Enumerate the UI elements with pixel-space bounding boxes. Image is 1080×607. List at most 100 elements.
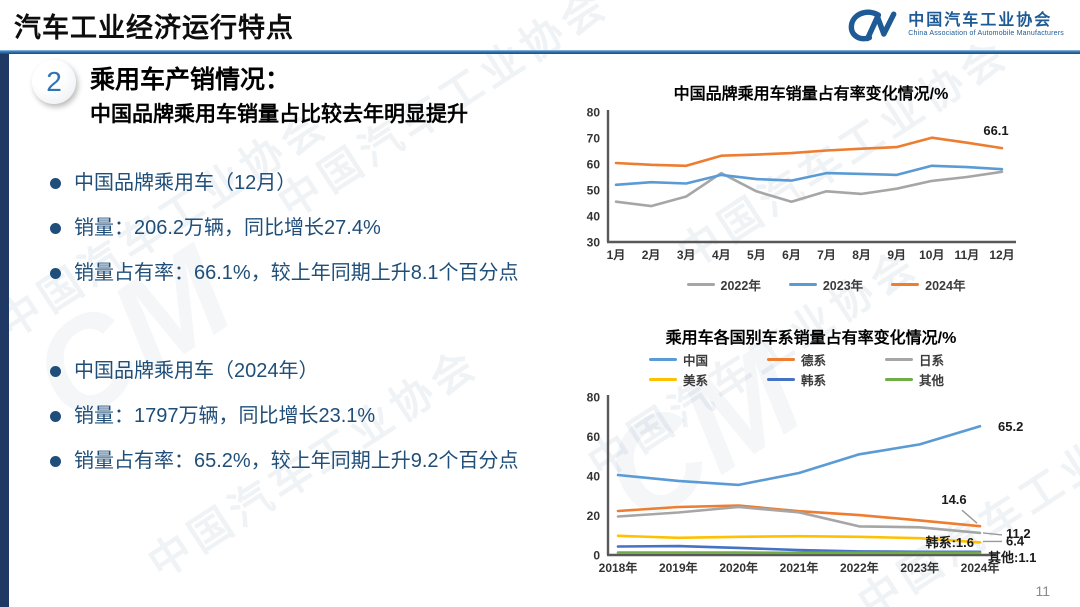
bullet-text: 销量：206.2万辆，同比增长27.4% bbox=[74, 217, 381, 239]
svg-text:1月: 1月 bbox=[607, 248, 626, 262]
bullet-group-year2024: 中国品牌乘用车（2024年） 销量：1797万辆，同比增长23.1% 销量占有率… bbox=[50, 356, 558, 491]
svg-text:6.4: 6.4 bbox=[1006, 533, 1025, 548]
bullet-group-december: 中国品牌乘用车（12月） 销量：206.2万辆，同比增长27.4% 销量占有率：… bbox=[50, 168, 558, 303]
svg-text:2023年: 2023年 bbox=[900, 560, 939, 575]
svg-text:60: 60 bbox=[587, 158, 601, 172]
legend-swatch-icon bbox=[885, 357, 913, 362]
svg-text:66.1: 66.1 bbox=[983, 123, 1008, 138]
legend-label: 2024年 bbox=[925, 279, 966, 293]
bullet-text: 中国品牌乘用车（12月） bbox=[74, 172, 297, 194]
legend-label: 德系 bbox=[801, 354, 827, 368]
svg-text:12月: 12月 bbox=[989, 248, 1014, 262]
bullet-text: 中国品牌乘用车（2024年） bbox=[74, 360, 319, 382]
bullet-dot-icon bbox=[50, 366, 61, 377]
legend-swatch-icon bbox=[649, 377, 677, 382]
svg-text:8月: 8月 bbox=[852, 248, 871, 262]
svg-text:韩系:1.6: 韩系:1.6 bbox=[926, 535, 974, 550]
svg-text:5月: 5月 bbox=[747, 248, 766, 262]
legend-swatch-icon bbox=[885, 377, 913, 382]
legend-item: 日系 bbox=[885, 350, 1003, 369]
bullet-dot-icon bbox=[50, 456, 61, 467]
svg-text:30: 30 bbox=[587, 236, 601, 250]
bullet-dot-icon bbox=[50, 223, 61, 234]
chart-title: 中国品牌乘用车销量占有率变化情况/% bbox=[673, 86, 949, 103]
svg-text:65.2: 65.2 bbox=[998, 419, 1023, 434]
cm-logo-icon bbox=[848, 9, 897, 42]
left-accent-bar bbox=[0, 54, 9, 607]
svg-text:40: 40 bbox=[587, 210, 601, 224]
list-item: 中国品牌乘用车（12月） bbox=[50, 168, 558, 198]
legend-label: 2022年 bbox=[720, 279, 761, 293]
svg-text:2022年: 2022年 bbox=[840, 560, 879, 575]
legend-item: 2022年 bbox=[686, 275, 761, 294]
legend-item: 中国 bbox=[649, 350, 767, 369]
legend-label: 日系 bbox=[919, 354, 945, 368]
bullet-dot-icon bbox=[50, 411, 61, 422]
svg-text:20: 20 bbox=[587, 509, 601, 523]
legend-swatch-icon bbox=[891, 282, 920, 287]
logo-name-cn: 中国汽车工业协会 bbox=[908, 12, 1053, 30]
chart-monthly-share: 中国品牌乘用车销量占有率变化情况/% 80 70 60 50 40 30 1月 2月 3月 4月 5… bbox=[578, 80, 1074, 294]
legend-swatch-icon bbox=[767, 357, 795, 362]
line-chart-svg: 80 70 60 50 40 30 1月 2月 3月 4月 5月 6月 7月 8月 9月 10月 11月 12月 6… bbox=[587, 106, 1016, 262]
section-number-badge: 2 bbox=[32, 60, 76, 104]
svg-text:80: 80 bbox=[587, 391, 601, 405]
legend-item: 美系 bbox=[649, 370, 767, 389]
legend-swatch-icon bbox=[788, 282, 817, 287]
svg-text:6月: 6月 bbox=[782, 248, 801, 262]
legend-item: 2023年 bbox=[788, 275, 864, 294]
legend-label: 其他 bbox=[919, 374, 945, 388]
bullet-text: 销量：1797万辆，同比增长23.1% bbox=[74, 405, 376, 427]
svg-text:3月: 3月 bbox=[677, 248, 696, 262]
legend-item: 韩系 bbox=[767, 370, 885, 389]
svg-text:9月: 9月 bbox=[887, 248, 906, 262]
logo-name-en: China Association of Automobile Manufact… bbox=[908, 29, 1064, 37]
legend-label: 2023年 bbox=[822, 279, 864, 293]
svg-text:2020年: 2020年 bbox=[719, 560, 758, 575]
svg-text:2018年: 2018年 bbox=[599, 560, 638, 575]
legend-item: 德系 bbox=[767, 350, 885, 369]
list-item: 销量占有率：66.1%，较上年同期上升8.1个百分点 bbox=[50, 258, 558, 288]
caam-logo: 中国汽车工业协会 China Association of Automobile… bbox=[846, 5, 1064, 45]
list-item: 销量：206.2万辆，同比增长27.4% bbox=[50, 213, 558, 243]
svg-text:14.6: 14.6 bbox=[941, 492, 966, 507]
svg-text:其他:1.1: 其他:1.1 bbox=[988, 550, 1036, 565]
svg-text:2019年: 2019年 bbox=[659, 560, 698, 575]
section-subheading: 中国品牌乘用车销量占比较去年明显提升 bbox=[90, 103, 468, 126]
chart-country-share: 乘用车各国别车系销量占有率变化情况/% 中国 德系 日系 美系 韩系 其他 80… bbox=[578, 324, 1074, 586]
page-title: 汽车工业经济运行特点 bbox=[14, 13, 294, 43]
svg-text:70: 70 bbox=[587, 132, 601, 146]
svg-text:40: 40 bbox=[587, 470, 601, 484]
svg-text:2月: 2月 bbox=[642, 248, 661, 262]
header-divider bbox=[0, 50, 1080, 54]
svg-text:11月: 11月 bbox=[955, 248, 980, 262]
bullet-dot-icon bbox=[50, 268, 61, 279]
chart-title: 乘用车各国别车系销量占有率变化情况/% bbox=[665, 330, 957, 347]
legend-swatch-icon bbox=[767, 377, 795, 382]
legend-label: 中国 bbox=[683, 354, 709, 368]
chart-legend: 中国 德系 日系 美系 韩系 其他 bbox=[578, 350, 1074, 389]
legend-swatch-icon bbox=[649, 357, 677, 362]
svg-text:60: 60 bbox=[587, 430, 601, 444]
legend-label: 美系 bbox=[683, 374, 709, 388]
svg-text:80: 80 bbox=[587, 106, 601, 120]
legend-item: 其他 bbox=[885, 370, 1003, 389]
svg-text:2024年: 2024年 bbox=[961, 560, 1000, 575]
svg-text:4月: 4月 bbox=[712, 248, 731, 262]
svg-text:50: 50 bbox=[587, 184, 601, 198]
list-item: 销量占有率：65.2%，较上年同期上升9.2个百分点 bbox=[50, 446, 558, 476]
page-number: 11 bbox=[1035, 583, 1050, 599]
legend-label: 韩系 bbox=[801, 374, 827, 388]
bullet-text: 销量占有率：65.2%，较上年同期上升9.2个百分点 bbox=[74, 450, 519, 472]
svg-text:0: 0 bbox=[593, 549, 600, 563]
legend-swatch-icon bbox=[686, 282, 715, 287]
svg-text:2021年: 2021年 bbox=[780, 560, 819, 575]
list-item: 中国品牌乘用车（2024年） bbox=[50, 356, 558, 386]
bullet-dot-icon bbox=[50, 178, 61, 189]
svg-text:11.2: 11.2 bbox=[1006, 526, 1031, 541]
legend-item: 2024年 bbox=[891, 275, 965, 294]
svg-text:10月: 10月 bbox=[919, 248, 944, 262]
chart-legend: 2022年 2023年 2024年 bbox=[578, 275, 1074, 294]
